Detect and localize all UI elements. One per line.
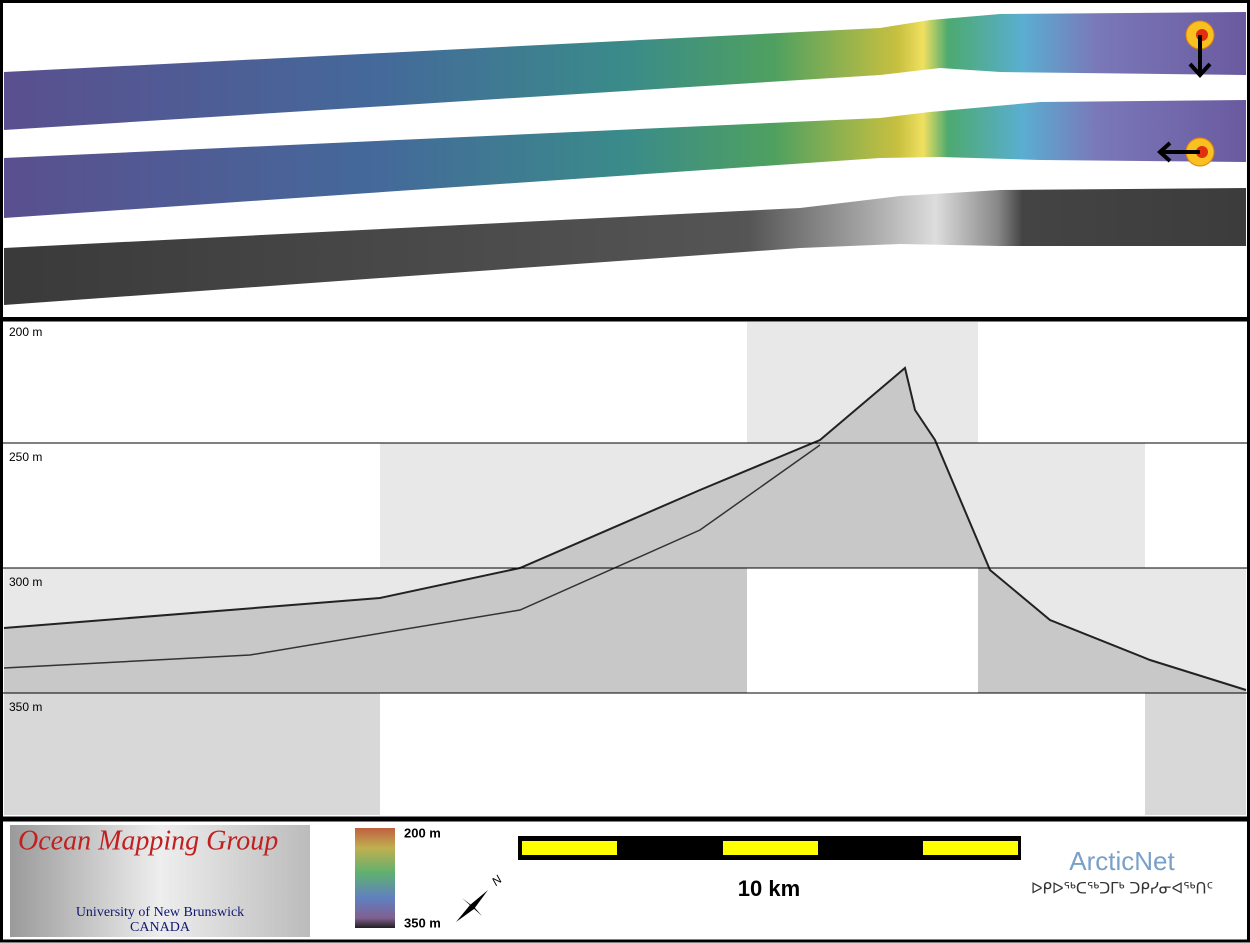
scale-label: 10 km	[738, 876, 800, 901]
colorbar-label: 200 m	[404, 825, 441, 840]
depth-label: 200 m	[9, 325, 42, 339]
depth-label: 350 m	[9, 700, 42, 714]
depth-lines	[2, 442, 1248, 694]
shaded-swath	[4, 100, 1246, 218]
backscatter-swath	[4, 188, 1246, 305]
bathymetry-swath	[4, 12, 1246, 130]
depth-label: 250 m	[9, 450, 42, 464]
scale-bar	[518, 836, 1021, 860]
depth-label: 300 m	[9, 575, 42, 589]
partner-syllabics: ᐅᑭᐅᖅᑕᖅᑐᒥᒃ ᑐᑭᓯᓂᐊᖅᑎᑦ	[1031, 880, 1213, 898]
partner-name: ArcticNet	[1069, 846, 1175, 876]
sun-icon	[1157, 20, 1215, 167]
colorbar	[355, 828, 395, 928]
logo-university: University of New Brunswick	[76, 905, 244, 920]
logo-background	[10, 825, 310, 937]
seafloor-reflector	[3, 366, 1247, 691]
colorbar-label: 350 m	[404, 915, 441, 930]
logo-title: Ocean Mapping Group	[18, 825, 278, 856]
subbottom-reflector	[3, 444, 821, 669]
subsurface	[4, 368, 1246, 693]
logo-country: CANADA	[130, 920, 191, 935]
